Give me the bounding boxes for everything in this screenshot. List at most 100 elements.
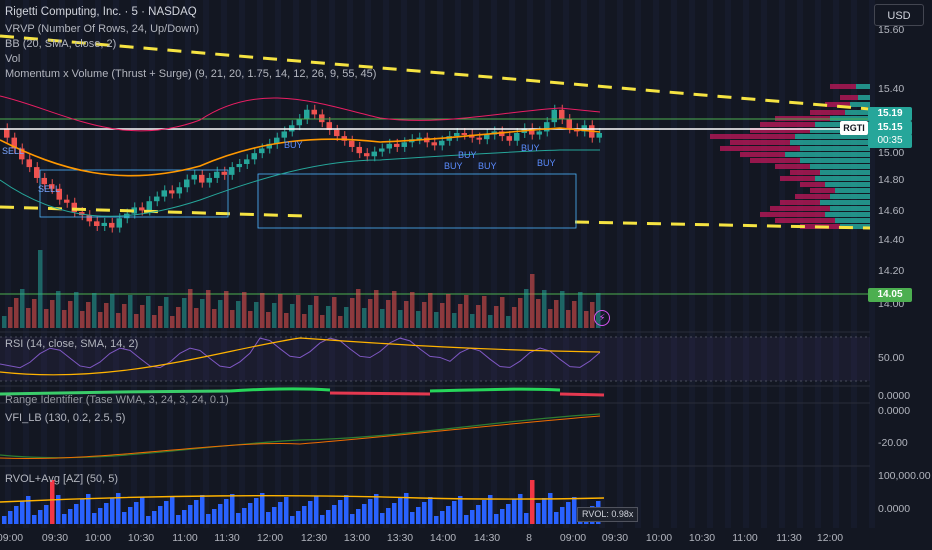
volume-bar [344,307,349,328]
rvol-bar [374,494,379,524]
rvol-bar [188,505,193,524]
candle [356,146,362,154]
rvol-bar [530,480,535,524]
rvol-bar [50,480,55,524]
volume-bar [446,294,451,328]
volume-bar [236,301,241,328]
range-identifier-label[interactable]: Range Identifier (Tase WMA, 3, 24, 3, 24… [5,394,229,406]
profile-row-down [810,110,845,115]
volume-bar [254,302,259,328]
candle [326,122,332,130]
buy-signal: BUY [521,143,540,153]
momentum-label[interactable]: Momentum x Volume (Thrust + Surge) (9, 2… [5,68,377,80]
candle [161,190,167,197]
profile-row-down [800,182,825,187]
volume-bar [80,311,85,328]
grid-stripe [23,0,29,528]
rvol-bar [410,512,415,524]
grid-stripe [401,0,407,528]
lightning-icon[interactable]: ⚡ [594,310,610,326]
candle [109,222,115,228]
rvol-bar [14,506,19,524]
profile-row-down [840,95,858,100]
bb-upper-band [0,95,601,132]
rvol-bar [548,493,553,524]
grid-stripe [581,0,587,528]
rvol-bar [242,508,247,524]
volume-bar [320,315,325,328]
rsi-label[interactable]: RSI (14, close, SMA, 14, 2) [5,338,139,350]
volume-bar [32,299,37,328]
grid-stripe [95,0,101,528]
grid-stripe [41,0,47,528]
candle [544,122,550,132]
time-tick: 09:30 [41,532,69,544]
grid-stripe [599,0,605,528]
volume-bar [422,302,427,328]
rvol-bar [182,510,187,524]
bb-lower-band [0,149,600,217]
axis-price: 15.60 [878,24,905,36]
symbol-title[interactable]: Rigetti Computing, Inc. · 5 · NASDAQ [5,6,197,18]
rvol-bar [194,500,199,524]
buy-signal: BUY [444,161,463,171]
profile-row-up [835,188,870,193]
vfi-label[interactable]: VFI_LB (130, 0.2, 2.5, 5) [5,412,126,424]
rvol-bar [260,493,265,524]
grid-stripe [383,0,389,528]
rvol-bar [278,502,283,524]
grid-stripe [59,0,65,528]
rvol-bar [392,503,397,524]
candle [394,143,400,147]
range-box [39,169,229,218]
volume-bar [140,305,145,328]
bb-label[interactable]: BB (20, SMA, close, 2) [5,38,117,50]
volume-bar [230,310,235,328]
volume-bar [398,310,403,328]
volume-bar [62,310,67,328]
rvol-bar [350,514,355,524]
rvol-bar [200,495,205,524]
grid-stripe [131,0,137,528]
vol-label[interactable]: Vol [5,53,21,65]
volume-bar [44,309,49,328]
grid-stripe [437,0,443,528]
candle [319,114,325,123]
volume-bar [314,296,319,328]
volume-bar [8,307,13,328]
bb-basis [0,127,601,177]
grid-stripe [5,0,11,528]
volume-bar [506,316,511,328]
currency-button[interactable]: USD [874,4,924,26]
vfi-axis-bottom: -20.00 [878,437,908,449]
volume-bar [158,306,163,328]
volume-bar [266,312,271,328]
rvol-bar [476,505,481,524]
volume-bar [134,314,139,328]
volume-bar [362,308,367,328]
range-axis-label: 0.0000 [878,390,911,402]
volume-bar [488,315,493,328]
grid-stripe [869,0,875,528]
candle [416,137,422,140]
volume-bar [206,290,211,328]
rvol-bar [554,512,559,524]
candle [191,174,197,180]
candle [439,140,445,146]
profile-row-down [770,206,830,211]
profile-row-up [845,110,870,115]
volume-bar [86,302,91,328]
time-tick: 14:30 [473,532,501,544]
candle [86,215,92,222]
volume-bar [404,301,409,328]
rvol-label[interactable]: RVOL+Avg [AZ] (50, 5) [5,473,119,485]
grid-stripe [329,0,335,528]
range-identifier-line [0,389,231,396]
profile-row-up [830,194,870,199]
profile-row-up [825,212,870,217]
axis-price: 14.20 [878,265,905,277]
axis-price: 14.60 [878,205,905,217]
rvol-bar [404,493,409,524]
vrvp-label[interactable]: VRVP (Number Of Rows, 24, Up/Down) [5,23,199,35]
